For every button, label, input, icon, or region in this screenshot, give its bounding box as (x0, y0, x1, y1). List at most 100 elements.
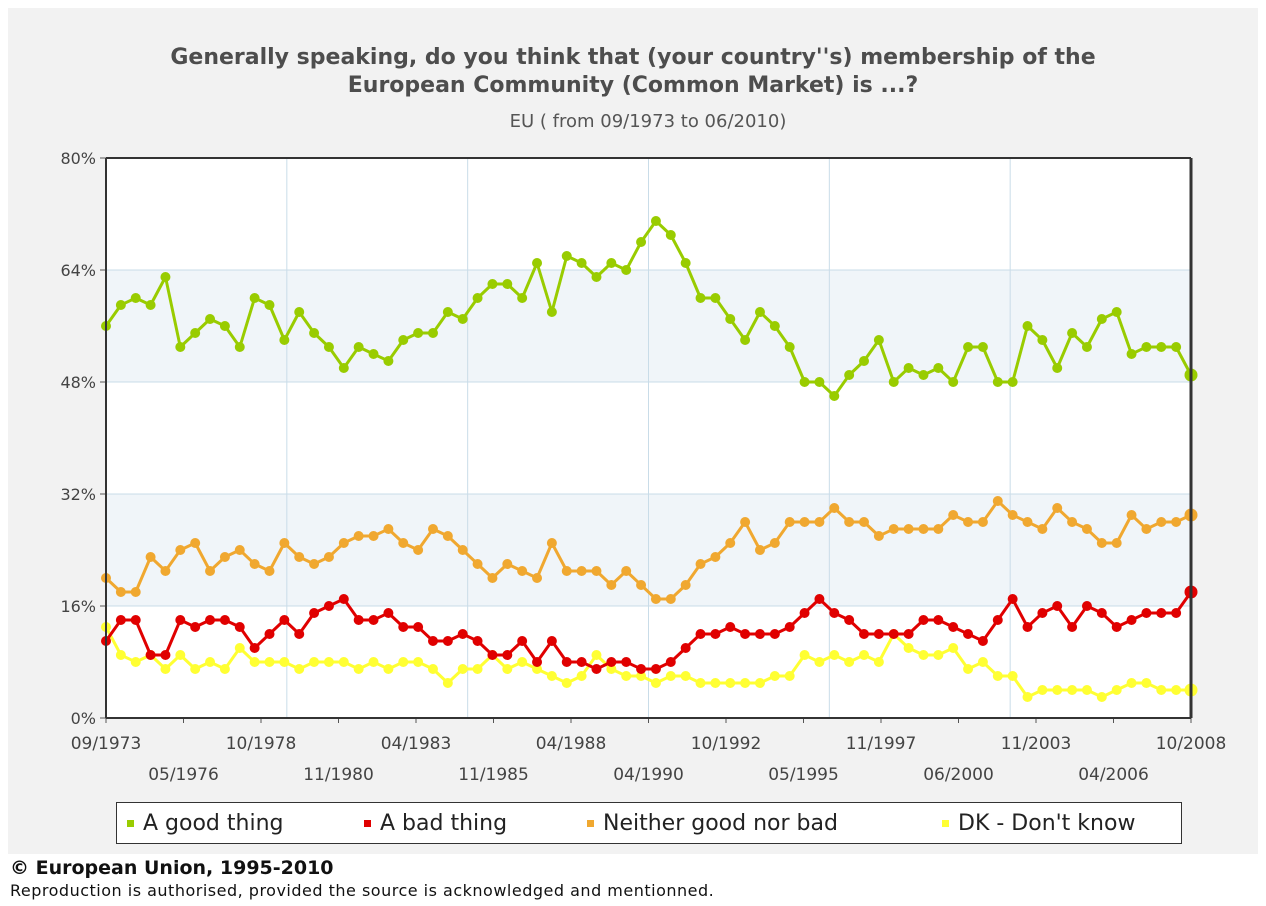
data-point-good (1111, 307, 1122, 317)
data-point-neither (606, 580, 617, 590)
data-point-good (219, 321, 230, 331)
x-tick-label: 11/2003 (1001, 734, 1072, 754)
data-point-good (323, 342, 334, 352)
x-tick-label: 10/1992 (691, 734, 762, 754)
data-point-bad (190, 622, 201, 632)
data-point-good (680, 258, 691, 268)
y-tick-label: 80% (60, 149, 96, 168)
data-point-neither (903, 524, 914, 534)
data-point-dk (1141, 678, 1152, 688)
data-point-bad (1022, 622, 1033, 632)
data-point-good (650, 216, 661, 226)
data-point-bad (1037, 608, 1048, 618)
chart-legend: A good thing A bad thing Neither good no… (116, 802, 1182, 844)
data-point-dk (205, 657, 216, 667)
legend-swatch-neither (587, 819, 594, 827)
data-point-neither (442, 531, 453, 541)
data-point-good (1156, 342, 1167, 352)
data-point-neither (888, 524, 899, 534)
data-point-dk (427, 664, 438, 674)
data-point-bad (992, 615, 1003, 625)
data-point-dk (160, 664, 171, 674)
data-point-bad (606, 657, 617, 667)
data-point-neither (710, 552, 721, 562)
legend-swatch-bad (364, 819, 371, 827)
data-point-good (1052, 363, 1063, 373)
data-point-neither (234, 545, 245, 555)
data-point-good (888, 377, 899, 387)
legend-label-dk: DK - Don't know (958, 810, 1136, 836)
data-point-neither (948, 510, 959, 520)
data-point-bad (1007, 594, 1018, 604)
data-point-good (576, 258, 587, 268)
data-point-dk (829, 650, 840, 660)
y-tick-label: 32% (60, 485, 96, 504)
data-point-good (487, 279, 498, 289)
data-point-good (130, 293, 141, 303)
data-point-good (517, 293, 528, 303)
data-point-bad (1081, 601, 1092, 611)
data-point-dk (249, 657, 260, 667)
data-point-bad (338, 594, 349, 604)
data-point-good (695, 293, 706, 303)
data-point-good (353, 342, 364, 352)
data-point-neither (799, 517, 810, 527)
data-point-bad (383, 608, 394, 618)
data-point-good (249, 293, 260, 303)
data-point-bad (145, 650, 156, 660)
data-point-neither (1052, 503, 1063, 513)
data-point-bad (294, 629, 305, 639)
data-point-good (190, 328, 201, 338)
data-point-dk (1037, 685, 1048, 695)
data-point-good (383, 356, 394, 366)
data-point-neither (576, 566, 587, 576)
data-point-bad (1156, 608, 1167, 618)
data-point-dk (695, 678, 706, 688)
data-point-bad (561, 657, 572, 667)
data-point-neither (1037, 524, 1048, 534)
data-point-bad (903, 629, 914, 639)
data-point-dk (665, 671, 676, 681)
data-point-dk (1171, 685, 1182, 695)
x-tick-label: 04/2006 (1078, 765, 1149, 785)
data-point-neither (1007, 510, 1018, 520)
data-point-bad (754, 629, 765, 639)
x-tick-label: 05/1995 (768, 765, 839, 785)
data-point-bad (309, 608, 320, 618)
data-point-good (561, 251, 572, 261)
data-point-bad (413, 622, 424, 632)
data-point-good (145, 300, 156, 310)
data-point-neither (487, 573, 498, 583)
data-point-good (873, 335, 884, 345)
data-point-neither (517, 566, 528, 576)
data-point-dk (175, 650, 186, 660)
data-point-dk (294, 664, 305, 674)
data-point-neither (740, 517, 751, 527)
data-point-neither (427, 524, 438, 534)
data-point-good (591, 272, 602, 282)
data-point-neither (814, 517, 825, 527)
chart-subtitle: EU ( from 09/1973 to 06/2010) (509, 111, 787, 132)
data-point-good (279, 335, 290, 345)
data-point-dk (933, 650, 944, 660)
data-point-neither (665, 594, 676, 604)
data-point-good (1126, 349, 1137, 359)
data-point-neither (636, 580, 647, 590)
data-point-dk (740, 678, 751, 688)
data-point-bad (710, 629, 721, 639)
data-point-dk (546, 671, 557, 681)
x-tick-label: 04/1988 (536, 734, 607, 754)
data-point-good (160, 272, 171, 282)
legend-swatch-good (127, 819, 134, 827)
data-point-dk (219, 664, 230, 674)
data-point-good (844, 370, 855, 380)
data-point-good (1007, 377, 1018, 387)
data-point-neither (977, 517, 988, 527)
data-point-dk (591, 650, 602, 660)
data-point-bad (175, 615, 186, 625)
data-point-bad (844, 615, 855, 625)
data-point-dk (621, 671, 632, 681)
data-point-neither (219, 552, 230, 562)
data-point-dk (725, 678, 736, 688)
y-tick-label: 64% (60, 261, 96, 280)
